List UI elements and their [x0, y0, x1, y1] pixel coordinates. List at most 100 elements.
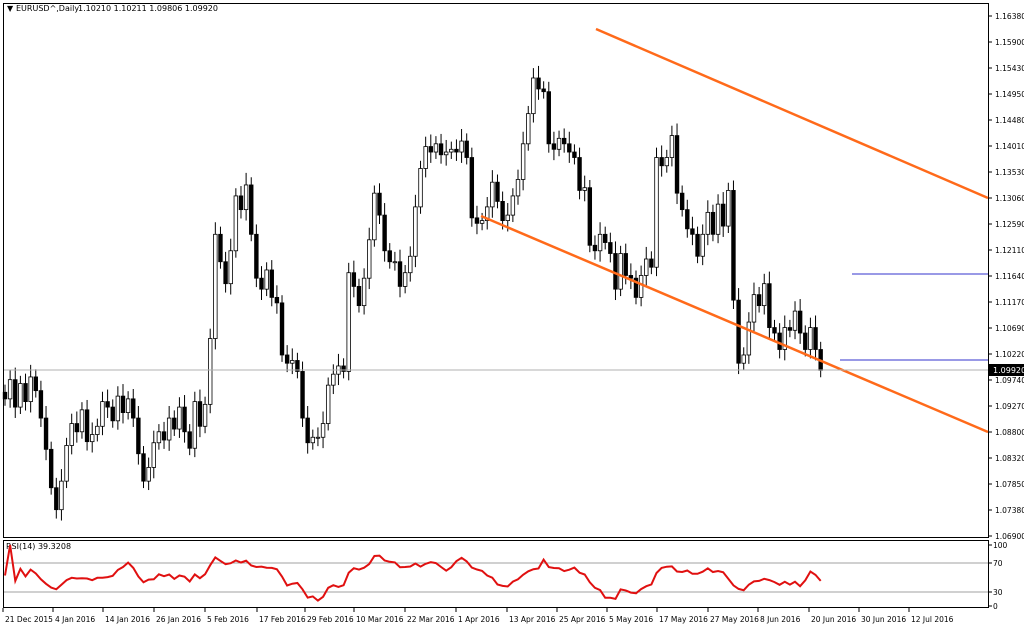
- candle-body: [449, 148, 454, 153]
- price-tick-label: 1.09270: [995, 402, 1024, 411]
- candle-body: [290, 360, 295, 364]
- time-tick-label: 30 Jun 2016: [861, 615, 906, 624]
- candle-body: [182, 406, 187, 433]
- candle-body: [315, 436, 321, 439]
- symbol-label: EURUSD^,Daily: [16, 4, 79, 13]
- candle-body: [7, 379, 13, 400]
- candle-body: [777, 332, 782, 350]
- candle-body: [556, 137, 562, 150]
- candle-body: [69, 423, 74, 446]
- price-tick-label: 1.15900: [995, 38, 1024, 47]
- candle-body: [474, 217, 480, 224]
- candle-body: [105, 401, 110, 408]
- candle-body: [64, 445, 69, 482]
- candle-body: [741, 354, 746, 364]
- current-price-label: 1.09920: [993, 366, 1024, 375]
- candle-body: [115, 395, 121, 422]
- candle-body: [454, 148, 459, 153]
- candle-body: [479, 220, 485, 224]
- candle-body: [125, 398, 131, 413]
- candle-body: [218, 233, 223, 263]
- time-tick-label: 22 Mar 2016: [407, 615, 455, 624]
- candle-body: [803, 332, 808, 350]
- time-axis: 21 Dec 2015 4 Jan 2016 14 Jan 2016 26 Jan 2…: [2, 608, 954, 624]
- candle-body: [408, 255, 413, 274]
- candle-body: [813, 327, 818, 350]
- candle-body: [613, 253, 618, 290]
- candle-body: [146, 467, 151, 482]
- candle-body: [54, 487, 59, 511]
- rsi-tick-label: 0: [993, 602, 998, 611]
- candle-body: [567, 143, 572, 153]
- time-tick-label: 5 May 2016: [609, 615, 653, 624]
- candle-body: [274, 296, 280, 304]
- candle-body: [592, 244, 598, 252]
- candle-body: [746, 321, 752, 356]
- candle-body: [664, 157, 669, 167]
- candle-body: [243, 184, 249, 211]
- price-tick-label: 1.07380: [995, 506, 1024, 515]
- candle-body: [797, 310, 803, 334]
- candle-body: [654, 157, 659, 268]
- candle-body: [679, 192, 685, 211]
- channel-lower-line[interactable]: [480, 214, 989, 434]
- time-tick-label: 17 Feb 2016: [259, 615, 306, 624]
- price-tick-label: 1.10220: [995, 350, 1024, 359]
- candle-body: [603, 233, 608, 243]
- candle-body: [356, 286, 362, 307]
- candle-body: [792, 310, 798, 331]
- candle-body: [110, 406, 115, 422]
- candle-body: [690, 228, 695, 235]
- candle-body: [79, 409, 85, 433]
- candle-body: [361, 277, 367, 307]
- candle-body: [228, 250, 233, 285]
- candle-body: [700, 233, 705, 257]
- candle-body: [808, 327, 813, 350]
- candle-body: [433, 143, 439, 153]
- candle-body: [685, 209, 690, 230]
- candle-body: [782, 327, 787, 350]
- price-tick-label: 1.12590: [995, 220, 1024, 229]
- candle-body: [443, 151, 449, 156]
- candle-body: [372, 192, 377, 241]
- candle-body: [161, 431, 167, 441]
- candle-body: [731, 190, 736, 301]
- candle-body: [392, 261, 398, 264]
- time-tick-label: 12 Jul 2016: [911, 615, 954, 624]
- time-tick-label: 8 Jun 2016: [760, 615, 801, 624]
- candle-body: [341, 365, 346, 372]
- price-tick-label: 1.09740: [995, 376, 1024, 385]
- candle-body: [43, 417, 49, 450]
- candle-body: [659, 157, 664, 167]
- candle-body: [259, 277, 264, 290]
- channel-upper-line[interactable]: [595, 27, 989, 200]
- candle-body: [649, 258, 654, 268]
- price-tick-label: 1.14010: [995, 142, 1024, 151]
- candle-body: [428, 146, 433, 153]
- candle-body: [546, 91, 551, 145]
- candle-body: [469, 157, 475, 219]
- candle-body: [500, 201, 505, 221]
- candle-body: [418, 168, 423, 208]
- candle-body: [192, 401, 198, 449]
- candle-body: [710, 211, 716, 235]
- current-price-box: [989, 364, 1024, 376]
- time-tick-label: 13 Apr 2016: [509, 615, 556, 624]
- candle-body: [95, 425, 100, 435]
- candle-body: [279, 302, 285, 356]
- time-tick-label: 26 Jan 2016: [156, 615, 201, 624]
- candle-body: [300, 371, 305, 419]
- candle-body: [597, 233, 603, 252]
- candle-body: [284, 354, 290, 364]
- candle-body: [74, 423, 80, 433]
- candle-body: [264, 269, 269, 290]
- price-tick-label: 1.08320: [995, 454, 1024, 463]
- candle-body: [526, 113, 531, 145]
- candle-body: [413, 206, 418, 257]
- candle-body: [166, 417, 172, 441]
- candle-body: [351, 272, 357, 287]
- price-tick-label: 1.15430: [995, 64, 1024, 73]
- candle-body: [623, 253, 628, 276]
